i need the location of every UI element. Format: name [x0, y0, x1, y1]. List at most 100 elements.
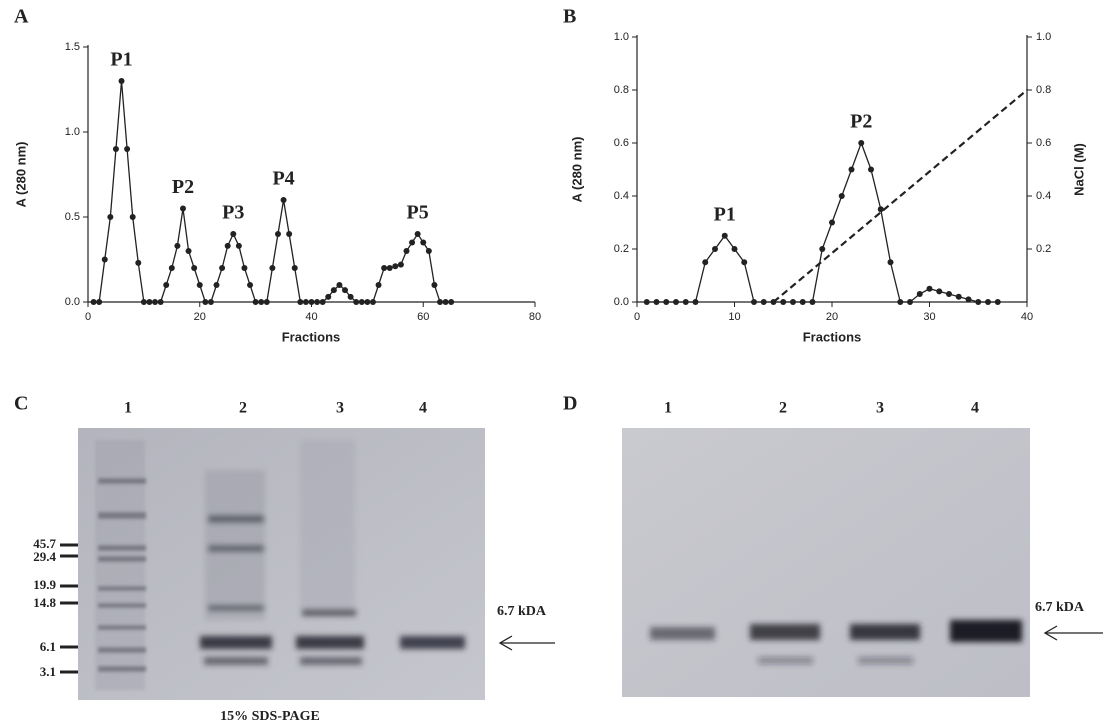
x-tick-label: 0 — [85, 311, 91, 323]
y2-tick-label: 0.4 — [1036, 190, 1051, 202]
peak-label: P4 — [272, 168, 294, 190]
x-tick-label: 60 — [417, 311, 429, 323]
data-point — [319, 299, 326, 305]
data-point — [369, 299, 376, 305]
marker-label: 14.8 — [33, 595, 56, 610]
data-point — [185, 248, 192, 254]
lane-label: 4 — [971, 400, 979, 417]
y2-tick-label: 0.6 — [1036, 137, 1051, 149]
data-point — [877, 206, 884, 213]
data-point — [848, 166, 855, 173]
lane-label: 2 — [779, 400, 787, 417]
data-point — [702, 259, 709, 266]
y-tick-label: 1.0 — [65, 126, 80, 138]
data-point — [414, 231, 421, 237]
data-point — [314, 299, 321, 305]
data-point — [799, 299, 806, 305]
data-point — [112, 146, 119, 152]
data-point — [101, 256, 108, 263]
data-point — [741, 259, 748, 266]
data-point — [386, 265, 393, 271]
data-point — [965, 296, 972, 303]
y-tick-label: 1.0 — [614, 31, 629, 43]
data-point — [163, 282, 170, 288]
marker-label: 3.1 — [40, 664, 56, 679]
y-tick-label: 0.6 — [614, 137, 629, 149]
y-tick-label: 0.0 — [614, 296, 629, 308]
data-point — [780, 299, 787, 305]
x-axis-label: Fractions — [282, 329, 341, 344]
x-tick-label: 10 — [728, 311, 740, 323]
gel-image — [622, 428, 1030, 697]
data-point — [916, 291, 923, 298]
peak-label: P1 — [110, 49, 132, 71]
data-point — [96, 299, 103, 305]
data-point — [760, 299, 767, 305]
data-point — [129, 214, 136, 220]
data-point — [936, 288, 943, 295]
data-point — [263, 299, 270, 305]
lane-label: 3 — [336, 400, 344, 417]
data-point — [174, 242, 181, 249]
data-point — [280, 197, 287, 203]
data-point — [375, 282, 382, 288]
x-axis-label: Fractions — [803, 329, 862, 344]
gel-d: D 1 2 3 4 6.7 kDA — [563, 393, 1103, 697]
lane-label: 2 — [239, 400, 247, 417]
data-point — [302, 299, 309, 305]
data-point — [291, 265, 298, 271]
data-point — [135, 259, 142, 266]
x-tick-label: 80 — [529, 311, 541, 323]
gel-caption: 15% SDS-PAGE — [220, 709, 320, 724]
data-point — [241, 265, 248, 271]
x-tick-label: 20 — [826, 311, 838, 323]
data-point — [431, 282, 438, 288]
data-point — [230, 231, 237, 237]
y-tick-label: 1.5 — [65, 41, 80, 53]
data-point — [643, 299, 650, 305]
bands — [200, 440, 465, 665]
y-tick-label: 0.5 — [65, 211, 80, 223]
data-point — [955, 293, 962, 300]
peak-label: P2 — [850, 111, 872, 133]
data-point — [224, 242, 231, 249]
data-point — [353, 299, 360, 305]
data-point — [381, 265, 388, 271]
data-point — [994, 299, 1001, 305]
arrow — [498, 635, 555, 651]
data-point — [118, 78, 125, 84]
y-tick-label: 0.0 — [65, 296, 80, 308]
data-point — [274, 231, 281, 237]
data-point — [336, 282, 343, 288]
data-point — [437, 299, 444, 305]
data-point — [442, 299, 449, 305]
data-point — [868, 166, 874, 173]
data-point — [213, 282, 220, 288]
data-point — [157, 299, 164, 305]
y2-tick-label: 0.8 — [1036, 84, 1051, 96]
panel-label: A — [14, 6, 29, 28]
data-point — [235, 242, 242, 249]
data-point — [829, 219, 835, 226]
gel-image — [78, 428, 485, 700]
peak-label: P1 — [714, 203, 736, 225]
data-point — [308, 299, 315, 305]
data-point — [673, 299, 679, 305]
x-tick-label: 40 — [1021, 311, 1033, 323]
data-point — [420, 239, 427, 246]
data-point — [409, 239, 416, 246]
gel-c: C 1 2 3 4 4 — [14, 393, 555, 724]
band-label: 6.7 kDA — [1035, 600, 1085, 615]
series-line — [772, 89, 1028, 303]
marker-label: 6.1 — [40, 639, 56, 654]
lane-label: 1 — [664, 400, 672, 417]
data-point — [731, 246, 738, 252]
data-point — [425, 248, 432, 254]
band-label: 6.7 kDA — [497, 604, 547, 619]
data-point — [107, 214, 114, 220]
marker-label: 29.4 — [33, 549, 56, 564]
data-point — [809, 299, 816, 305]
y2-tick-label: 1.0 — [1036, 31, 1051, 43]
panel-label: D — [563, 393, 577, 415]
